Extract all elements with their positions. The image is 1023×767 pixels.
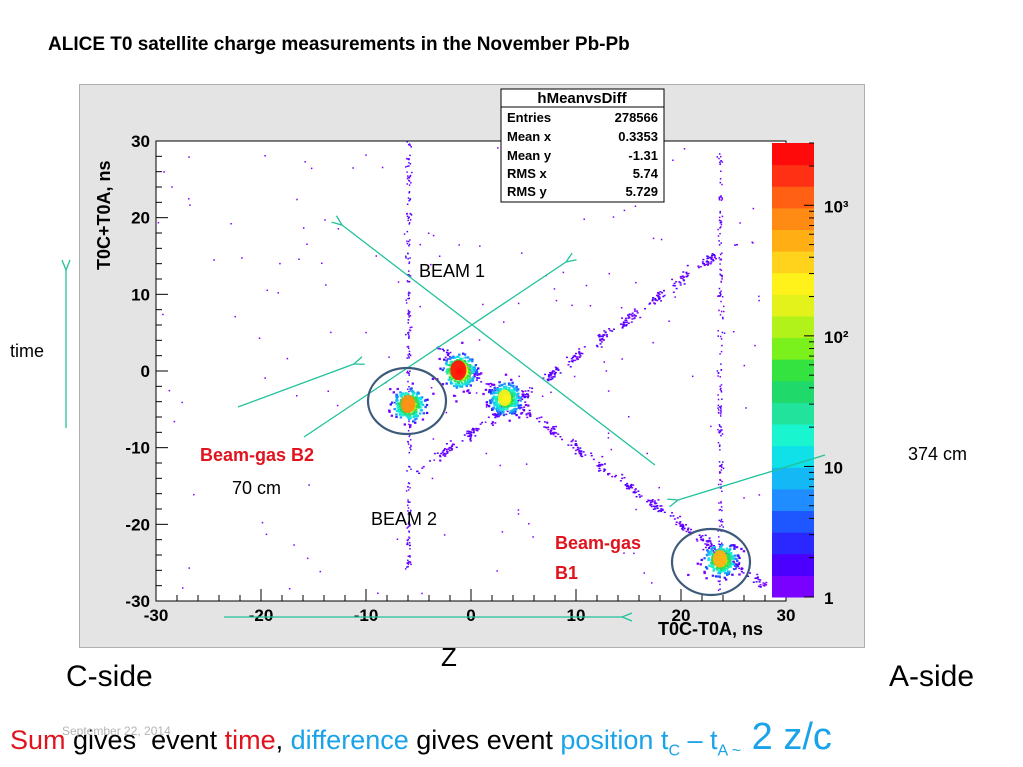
data-points (157, 141, 786, 595)
beamgas-b2-circle (366, 366, 448, 436)
color-scale-label: 1 (824, 589, 833, 608)
beamgas-b1-label-line2: B1 (555, 563, 578, 583)
color-scale-band (772, 229, 814, 252)
color-scale-band (772, 337, 814, 360)
summary-comma: , (275, 725, 291, 755)
color-scale-band (772, 424, 814, 447)
color-scale-band (772, 359, 814, 382)
beam2-direction-arrow (303, 262, 566, 438)
summary-formula-t: tC – tA ~ 2 z/c (653, 716, 832, 760)
stats-value-rms-x: 5.74 (633, 166, 659, 181)
x-tick-label: -10 (354, 606, 379, 625)
stats-label-entries: Entries (507, 110, 551, 125)
x-tick-label: 0 (466, 606, 475, 625)
annotation-arrows (237, 225, 826, 500)
color-scale-band (772, 272, 814, 295)
color-scale-band (772, 186, 814, 209)
beamgas-b1-distance: 374 cm (908, 444, 967, 464)
color-scale-band (772, 207, 814, 230)
stats-value-mean-x: 0.3353 (618, 129, 658, 144)
x-tick-label: 10 (567, 606, 586, 625)
summary-gives2: gives event (408, 725, 561, 755)
summary-sum: Sum (10, 725, 66, 755)
stats-value-entries: 278566 (615, 110, 658, 125)
beam1-label: BEAM 1 (419, 261, 485, 281)
y-tick-label: -10 (125, 439, 150, 458)
beamgas-b2-label: Beam-gas B2 (200, 445, 314, 465)
beam1-direction-arrow (342, 225, 656, 466)
y-tick-label: -30 (125, 592, 150, 611)
color-scale-band (772, 402, 814, 425)
stats-label-mean-y: Mean y (507, 148, 552, 163)
y-tick-label: 0 (141, 362, 150, 381)
stats-label-mean-x: Mean x (507, 129, 552, 144)
summary-position: position (560, 725, 654, 755)
x-tick-label: -30 (144, 606, 169, 625)
y-tick-label: 10 (131, 285, 150, 304)
x-tick-label: -20 (249, 606, 274, 625)
color-scale-band (772, 164, 814, 187)
summary-gives1: gives event (65, 725, 225, 755)
stats-value-rms-y: 5.729 (625, 184, 658, 199)
summary-line: Sum gives event time, difference gives e… (10, 716, 832, 760)
y-tick-label: 20 (131, 209, 150, 228)
beamgas-b1-circle (670, 527, 752, 597)
stats-box: hMeanvsDiff Entries 278566 Mean x 0.3353… (500, 88, 665, 203)
color-scale-band (772, 575, 814, 598)
summary-difference: difference (290, 725, 409, 755)
color-scale-band (772, 315, 814, 339)
x-axis-title: T0C-T0A, ns (658, 619, 763, 639)
stats-label-rms-x: RMS x (507, 166, 548, 181)
c-side-label: C-side (66, 660, 153, 693)
beamgas-b1-label-line1: Beam-gas (555, 533, 641, 553)
y-tick-label: -20 (125, 515, 150, 534)
time-label: time (10, 341, 44, 361)
beamgas-b2-arrow (237, 364, 354, 408)
stats-title: hMeanvsDiff (537, 90, 627, 107)
color-scale-band (772, 294, 814, 317)
slide-title: ALICE T0 satellite charge measurements i… (48, 34, 630, 55)
y-tick-label: 30 (131, 132, 150, 151)
beam2-label: BEAM 2 (371, 509, 437, 529)
axes: -30 -20 -10 0 10 20 30 -30 -20 -10 0 10 20 30 (125, 132, 795, 625)
summary-time: time (224, 725, 276, 755)
beamgas-b1-arrow (678, 454, 826, 500)
color-scale-band (772, 510, 814, 533)
color-scale-label: 10 (824, 458, 843, 477)
x-tick-label: 30 (777, 606, 796, 625)
y-axis-title: T0C+T0A, ns (94, 160, 114, 270)
color-scale-band (772, 532, 814, 555)
beamgas-b2-distance: 70 cm (232, 478, 281, 498)
color-scale-band (772, 143, 814, 166)
stats-value-mean-y: -1.31 (628, 148, 658, 163)
stats-label-rms-y: RMS y (507, 184, 548, 199)
color-scale-label: 10² (824, 328, 849, 347)
date-stamp: September 22, 2014 (62, 724, 171, 738)
x-tick-label: 20 (672, 606, 691, 625)
color-scale-band (772, 488, 814, 512)
a-side-label: A-side (889, 660, 975, 693)
color-scale-band (772, 380, 814, 403)
color-scale: 1 10 10² 10³ (772, 142, 849, 608)
color-scale-label: 10³ (824, 197, 849, 216)
z-label: Z (441, 642, 457, 672)
color-scale-band (772, 251, 814, 274)
color-scale-band (772, 553, 814, 576)
histogram-frame: -30 -20 -10 0 10 20 30 -30 -20 -10 0 10 20 30 1 10 10² 1… (79, 84, 865, 648)
color-scale-band (772, 467, 814, 490)
